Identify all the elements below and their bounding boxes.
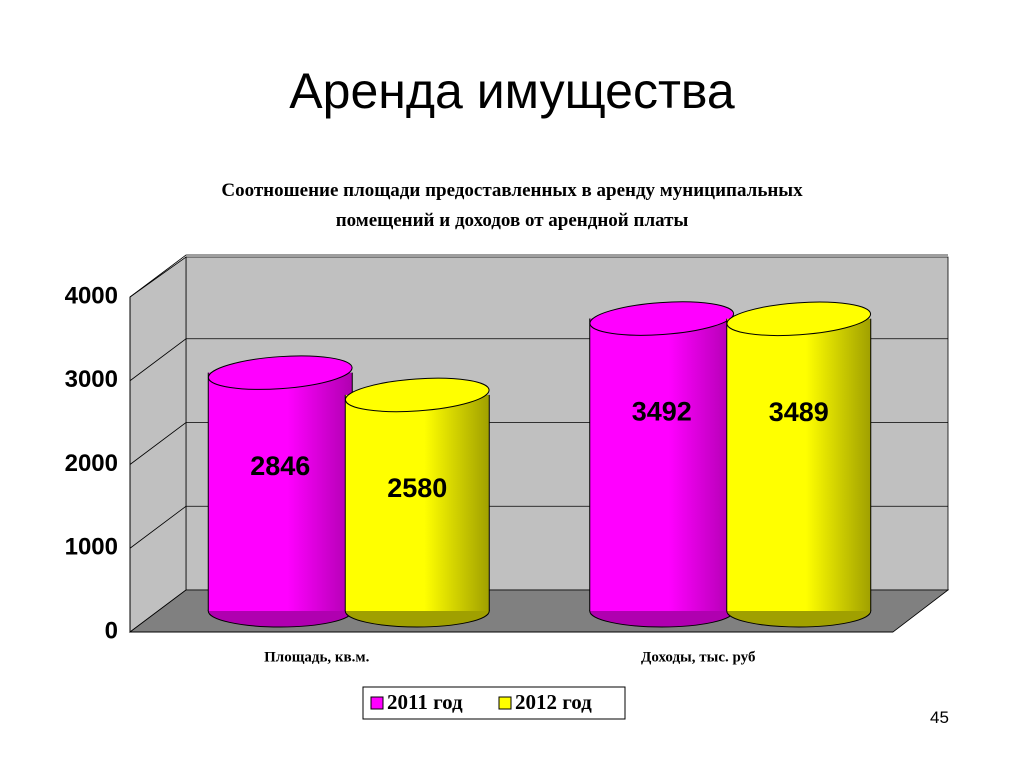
- slide-title: Аренда имущества: [289, 63, 735, 119]
- cylinder-top: [589, 301, 735, 336]
- cylinder-top: [207, 355, 353, 390]
- page-number: 45: [930, 708, 949, 727]
- data-label: 2580: [387, 473, 447, 503]
- bar: [208, 372, 353, 611]
- data-label: 2846: [250, 451, 310, 481]
- bar: [726, 318, 871, 611]
- cylinder-top: [726, 301, 872, 337]
- cylinder: [726, 301, 872, 628]
- x-tick-label: Доходы, тыс. руб: [641, 649, 755, 665]
- grid-line: [129, 254, 948, 298]
- legend-swatch: [498, 696, 512, 710]
- chart-title: Соотношение площади предоставленных в ар…: [221, 180, 803, 231]
- legend-box: [362, 686, 626, 720]
- legend-label: 2011 год: [387, 690, 463, 714]
- cylinder: [207, 355, 353, 628]
- side-wall: [129, 256, 187, 633]
- bar: [345, 394, 490, 611]
- data-label: 3489: [769, 397, 829, 427]
- y-tick-label: 0: [105, 617, 118, 644]
- bar: [589, 318, 734, 611]
- data-label: 3492: [632, 397, 692, 427]
- cylinder: [589, 301, 735, 628]
- y-tick-label: 4000: [65, 282, 118, 309]
- x-tick-label: Площадь, кв.м.: [264, 649, 369, 665]
- y-tick-label: 1000: [65, 534, 118, 561]
- cylinder-top: [344, 377, 490, 413]
- legend-label: 2012 год: [515, 690, 592, 714]
- cylinder: [344, 377, 490, 628]
- y-tick-label: 3000: [65, 366, 118, 393]
- legend-swatch: [370, 696, 384, 710]
- y-tick-label: 2000: [65, 450, 118, 477]
